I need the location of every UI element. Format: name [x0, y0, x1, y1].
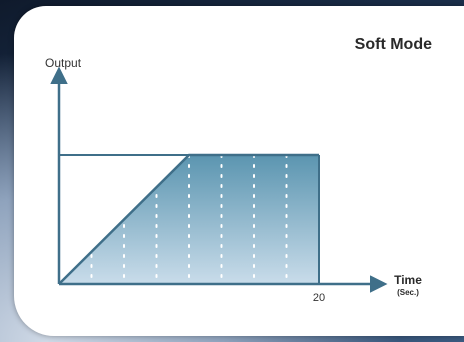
x-axis-label: Time — [394, 273, 422, 287]
y-axis-label: Output — [45, 56, 82, 70]
x-axis-unit: (Sec.) — [397, 288, 419, 297]
chart-title: Soft Mode — [355, 36, 432, 53]
x-tick-label: 20 — [313, 292, 325, 304]
output-line — [58, 153, 319, 285]
plot-area: 20 — [50, 66, 388, 304]
